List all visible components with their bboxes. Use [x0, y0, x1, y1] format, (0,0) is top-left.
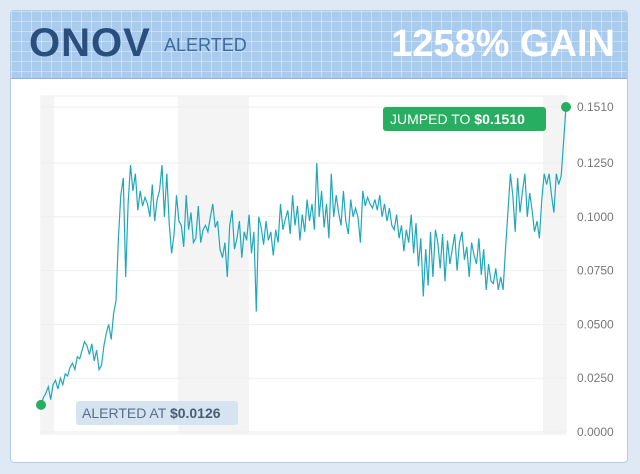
- end-marker: [561, 102, 571, 112]
- alerted-badge: ALERTED AT $0.0126: [76, 401, 238, 425]
- gain-value: 1258% GAIN: [391, 23, 615, 65]
- y-tick-label: 0.0500: [577, 317, 614, 331]
- ticker-symbol: ONOV: [29, 21, 151, 65]
- alerted-value: $0.0126: [170, 405, 221, 421]
- y-tick-label: 0.0250: [577, 371, 614, 385]
- y-tick-label: 0.1250: [577, 156, 614, 170]
- price-line: [40, 106, 567, 406]
- svg-text:JUMPED TO $0.1510: JUMPED TO $0.1510: [390, 111, 525, 127]
- shaded-band: [41, 96, 54, 434]
- grid-lines: [41, 106, 566, 433]
- y-tick-label: 0.1000: [577, 210, 614, 224]
- alerted-prefix: ALERTED AT: [82, 405, 170, 421]
- shaded-band: [543, 96, 566, 434]
- y-tick-label: 0.0750: [577, 264, 614, 278]
- plot-background: [40, 95, 567, 435]
- plot-area: [40, 95, 567, 435]
- shaded-band: [178, 96, 249, 434]
- jumped-prefix: JUMPED TO: [390, 111, 474, 127]
- card-header: ONOV ALERTED 1258% GAIN: [11, 11, 627, 79]
- jumped-badge: JUMPED TO $0.1510: [383, 107, 546, 131]
- status-label: ALERTED: [164, 35, 247, 55]
- y-tick-label: 0.0000: [577, 425, 614, 439]
- jumped-value: $0.1510: [474, 111, 525, 127]
- y-tick-label: 0.1510: [577, 100, 614, 114]
- svg-text:ALERTED AT $0.0126: ALERTED AT $0.0126: [82, 405, 221, 421]
- start-marker: [36, 399, 46, 410]
- y-axis-ticks: 0.0000 0.0250 0.0500 0.0750 0.1000 0.1250 0.15…: [577, 100, 614, 439]
